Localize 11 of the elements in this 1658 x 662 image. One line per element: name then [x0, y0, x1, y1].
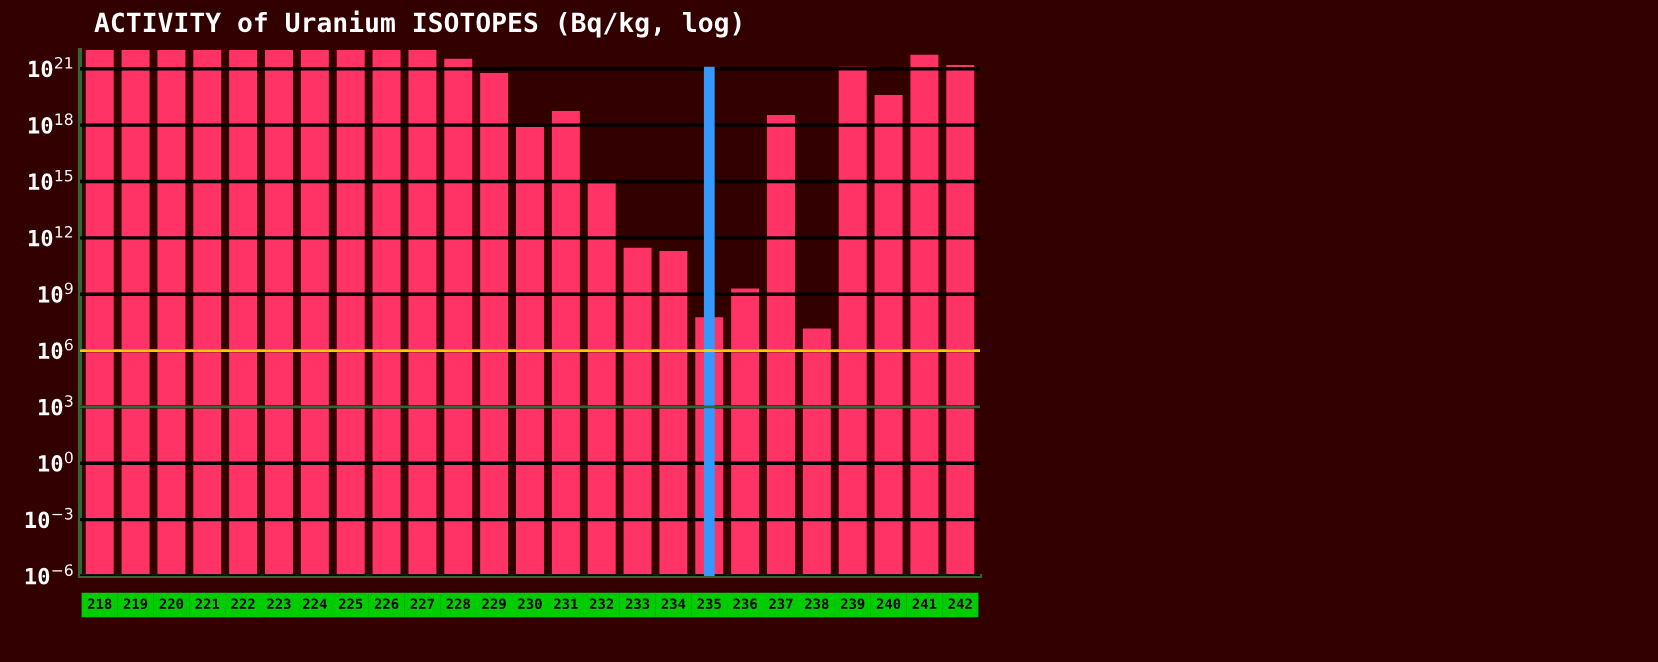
y-tick-label: 10$^{−3}$	[25, 507, 73, 529]
y-tick-label: 10$^{21}$	[28, 57, 73, 78]
y-tick-label: 10$^{9}$	[38, 282, 73, 303]
y-tick-label: 10$^{12}$	[28, 226, 73, 247]
chart-title: ACTIVITY of Uranium ISOTOPES (Bq/kg, log)	[94, 10, 741, 38]
y-tick-label: 10$^{18}$	[28, 113, 73, 134]
y-tick-label: 10$^{0}$	[38, 451, 73, 472]
y-tick-label: 10$^{6}$	[38, 338, 73, 360]
y-tick-label: 10$^{−6}$	[25, 564, 73, 585]
y-tick-label: 10$^{3}$	[38, 395, 73, 416]
y-tick-label: 10$^{15}$	[28, 169, 73, 191]
